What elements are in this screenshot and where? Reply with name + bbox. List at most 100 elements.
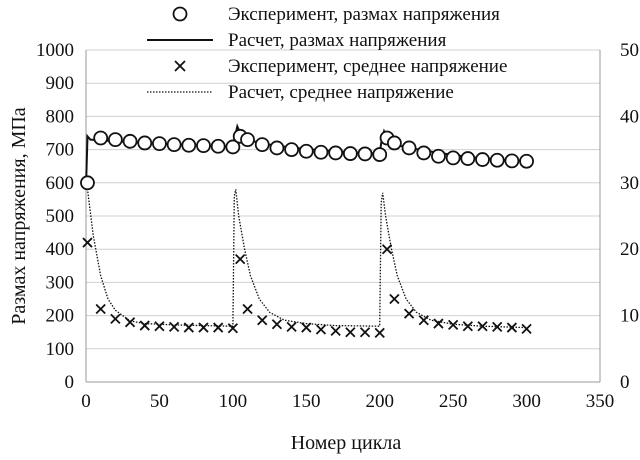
point-exp-range <box>196 138 211 154</box>
point-exp-range <box>269 140 285 156</box>
x-tick-label: 300 <box>512 391 541 412</box>
point-exp-mean <box>213 322 224 333</box>
point-exp-range <box>152 136 167 152</box>
point-exp-mean <box>242 303 253 315</box>
point-exp-range <box>357 146 373 162</box>
point-exp-mean <box>345 327 356 338</box>
point-exp-range <box>107 132 123 148</box>
y-tick-label: 1000 <box>36 40 74 61</box>
x-tick-label: 200 <box>365 391 394 412</box>
point-exp-range <box>298 143 314 159</box>
point-exp-range <box>372 147 388 162</box>
point-exp-range <box>137 135 153 151</box>
legend-item: Расчет, среднее напряжение <box>147 82 454 103</box>
point-exp-mean <box>286 321 297 333</box>
legend-item: Расчет, размах напряжения <box>147 30 447 51</box>
point-exp-mean <box>330 325 341 337</box>
point-exp-range <box>431 148 446 164</box>
point-exp-mean <box>154 321 165 332</box>
point-exp-range <box>93 130 109 146</box>
y-tick-label: 500 <box>46 206 75 227</box>
x-tick-label: 100 <box>219 391 248 412</box>
y2-tick-label: 0 <box>620 372 630 393</box>
legend: Эксперимент, размах напряжения Расчет, ра… <box>147 4 507 103</box>
series-line-calc-mean <box>85 182 527 329</box>
point-exp-mean <box>227 323 238 334</box>
y-tick-label: 200 <box>46 306 75 327</box>
legend-label: Расчет, среднее напряжение <box>228 82 454 103</box>
point-exp-range <box>401 140 417 156</box>
y-tick-label: 100 <box>46 339 75 360</box>
legend-item: Эксперимент, размах напряжения <box>172 4 500 25</box>
point-exp-range <box>342 146 358 161</box>
point-exp-mean <box>492 321 503 333</box>
point-exp-mean <box>448 319 459 331</box>
point-exp-range <box>284 142 300 158</box>
tick-labels: 0100200300400500600700800900100001020304… <box>36 40 639 412</box>
point-exp-mean <box>301 322 312 333</box>
point-exp-range <box>460 151 476 166</box>
axes <box>85 50 601 383</box>
point-exp-mean <box>198 322 209 333</box>
point-exp-mean <box>381 244 393 255</box>
series-layer <box>80 123 534 339</box>
point-exp-mean <box>462 321 473 332</box>
point-exp-mean <box>389 293 400 305</box>
legend-marker-circle <box>172 6 188 22</box>
point-exp-mean <box>403 308 415 319</box>
point-exp-range <box>166 137 182 153</box>
point-exp-range <box>80 175 95 191</box>
x-axis-title: Номер цикла <box>291 432 402 454</box>
point-exp-range <box>181 137 197 153</box>
point-exp-mean <box>168 321 180 333</box>
point-exp-mean <box>235 254 246 265</box>
point-exp-mean <box>139 320 150 331</box>
x-tick-label: 150 <box>292 391 321 412</box>
point-exp-range <box>386 135 402 151</box>
y2-tick-label: 50 <box>620 40 639 61</box>
point-exp-mean <box>315 324 327 335</box>
point-exp-range <box>240 132 255 148</box>
point-exp-mean <box>359 327 371 338</box>
point-exp-range <box>489 152 505 168</box>
point-exp-mean <box>271 319 283 330</box>
x-tick-label: 250 <box>439 391 468 412</box>
x-tick-label: 0 <box>81 391 91 412</box>
point-exp-range <box>519 153 534 169</box>
point-exp-mean <box>95 303 106 315</box>
point-exp-range <box>122 133 138 149</box>
point-exp-mean <box>433 318 444 329</box>
point-exp-range <box>254 137 270 153</box>
y-tick-label: 600 <box>46 173 75 194</box>
point-exp-mean <box>257 315 268 326</box>
x-tick-label: 50 <box>150 391 169 412</box>
legend-label: Расчет, размах напряжения <box>228 30 447 51</box>
y-tick-label: 700 <box>46 140 75 161</box>
y-tick-label: 0 <box>65 372 75 393</box>
point-exp-mean <box>124 317 136 328</box>
point-exp-range <box>416 145 432 161</box>
y-tick-label: 400 <box>46 239 75 260</box>
point-exp-mean <box>418 315 429 326</box>
x-tick-label: 350 <box>586 391 615 412</box>
point-exp-range <box>504 153 520 169</box>
legend-marker-cross <box>174 60 186 72</box>
y2-tick-label: 10 <box>620 306 639 327</box>
grid <box>86 49 600 350</box>
y-tick-label: 800 <box>46 106 75 127</box>
y-tick-label: 300 <box>46 272 75 293</box>
point-exp-mean <box>82 237 93 248</box>
point-exp-range <box>225 139 241 155</box>
point-exp-range <box>313 144 329 160</box>
point-exp-mean <box>374 327 385 339</box>
y2-tick-label: 20 <box>620 239 639 260</box>
legend-item: Эксперимент, среднее напряжение <box>174 56 507 77</box>
point-exp-mean <box>521 323 532 335</box>
legend-label: Эксперимент, размах напряжения <box>228 4 500 25</box>
y-axis-title: Размах напряжения, МПа <box>8 107 30 324</box>
point-exp-mean <box>183 322 194 333</box>
point-exp-mean <box>477 321 488 332</box>
y2-tick-label: 40 <box>620 106 639 127</box>
